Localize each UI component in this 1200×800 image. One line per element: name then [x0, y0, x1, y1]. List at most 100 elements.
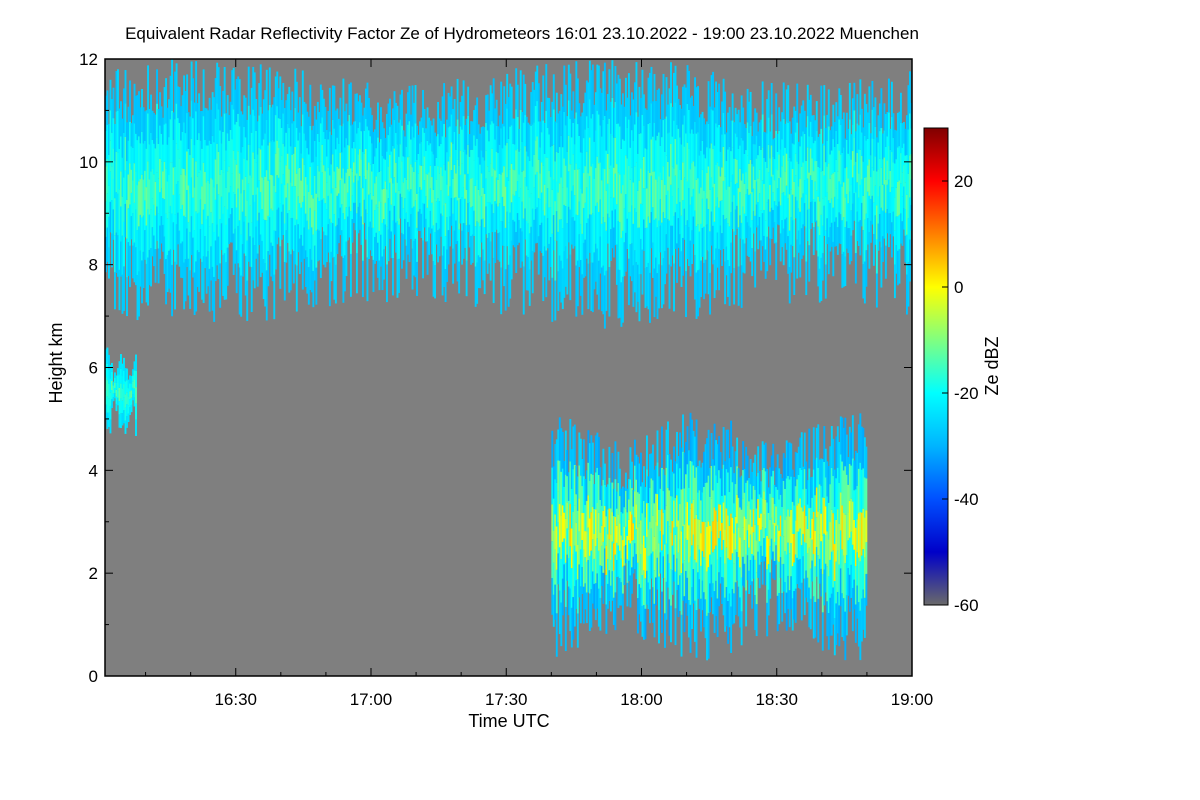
- echo-cell: [658, 609, 660, 644]
- echo-cell: [745, 446, 748, 483]
- echo-cell: [643, 605, 645, 640]
- echo-cell: [782, 536, 785, 564]
- echo-cell: [183, 122, 186, 169]
- echo-cell: [609, 197, 612, 230]
- echo-cell: [175, 143, 178, 185]
- echo-cell: [627, 73, 630, 120]
- echo-cell: [632, 489, 635, 507]
- echo-cell: [552, 530, 555, 563]
- echo-cell: [602, 265, 605, 315]
- echo-cell: [171, 213, 174, 265]
- echo-cell: [476, 180, 479, 222]
- echo-cell: [728, 186, 731, 227]
- echo-cell: [824, 477, 827, 507]
- echo-cell: [120, 383, 122, 399]
- echo-cell: [540, 101, 543, 133]
- echo-cell: [414, 200, 417, 239]
- echo-cell: [856, 211, 859, 242]
- echo-cell: [808, 428, 811, 469]
- echo-cell: [575, 494, 578, 523]
- echo-cell: [384, 137, 387, 160]
- echo-cell: [848, 426, 851, 464]
- echo-cell: [431, 177, 434, 203]
- echo-cell: [715, 123, 718, 165]
- echo-cell: [745, 128, 748, 151]
- echo-cell: [683, 452, 686, 489]
- echo-cell: [697, 492, 700, 520]
- echo-cell: [709, 554, 712, 584]
- echo-cell: [183, 215, 186, 263]
- echo-cell: [564, 518, 567, 563]
- echo-cell: [549, 237, 552, 268]
- echo-cell: [811, 497, 814, 519]
- echo-cell: [754, 215, 757, 252]
- echo-cell: [420, 165, 423, 190]
- echo-cell: [560, 515, 563, 559]
- echo-cell: [280, 183, 283, 212]
- echo-cell: [265, 220, 268, 271]
- echo-cell: [688, 525, 690, 563]
- echo-cell: [473, 110, 476, 136]
- echo-cell: [775, 486, 778, 507]
- echo-cell: [797, 475, 800, 504]
- echo-cell: [288, 169, 291, 211]
- echo-cell: [724, 529, 727, 564]
- echo-cell: [653, 171, 656, 220]
- echo-cell: [431, 125, 434, 152]
- echo-cell: [145, 110, 148, 149]
- echo-cell: [298, 97, 301, 133]
- echo-cell: [111, 389, 113, 400]
- echo-cell: [255, 130, 258, 163]
- echo-cell: [778, 178, 781, 202]
- echo-cell: [419, 121, 421, 144]
- echo-cell: [647, 502, 650, 530]
- echo-cell: [862, 264, 865, 299]
- echo-cell: [851, 544, 854, 588]
- echo-cell: [835, 102, 838, 131]
- echo-cell: [337, 168, 340, 194]
- echo-cell: [731, 147, 734, 175]
- echo-cell: [255, 194, 258, 227]
- echo-cell: [210, 109, 213, 144]
- echo-cell: [820, 486, 823, 514]
- echo-cell: [652, 136, 654, 172]
- echo-cell: [784, 582, 787, 614]
- echo-cell: [232, 109, 235, 151]
- echo-cell: [659, 145, 662, 173]
- echo-cell: [366, 170, 369, 214]
- echo-cell: [682, 451, 684, 489]
- echo-cell: [721, 101, 724, 135]
- echo-cell: [429, 120, 432, 144]
- echo-cell: [682, 124, 684, 163]
- echo-cell: [279, 203, 282, 247]
- echo-cell: [695, 610, 698, 658]
- echo-cell: [862, 195, 865, 231]
- echo-cell: [725, 547, 728, 587]
- echo-cell: [658, 88, 660, 133]
- echo-cell: [766, 167, 769, 203]
- echo-cell: [649, 272, 651, 323]
- echo-cell: [576, 169, 579, 216]
- echo-cell: [638, 523, 641, 554]
- echo-cell: [330, 222, 333, 252]
- echo-cell: [862, 427, 865, 469]
- echo-cell: [854, 222, 857, 254]
- echo-cell: [171, 162, 174, 214]
- echo-cell: [458, 165, 461, 198]
- echo-cell: [277, 118, 280, 148]
- echo-cell: [761, 527, 764, 556]
- echo-cell: [755, 158, 758, 182]
- echo-cell: [581, 233, 584, 275]
- echo-cell: [623, 487, 626, 508]
- colorbar-tick-label: -60: [954, 596, 979, 615]
- echo-cell: [549, 147, 552, 178]
- echo-cell: [282, 204, 285, 236]
- echo-cell: [120, 368, 122, 384]
- echo-cell: [567, 135, 570, 172]
- echo-cell: [348, 145, 351, 177]
- echo-cell: [779, 205, 782, 234]
- echo-cell: [108, 412, 110, 427]
- echo-cell: [630, 514, 633, 541]
- echo-cell: [627, 560, 630, 582]
- echo-cell: [740, 611, 743, 646]
